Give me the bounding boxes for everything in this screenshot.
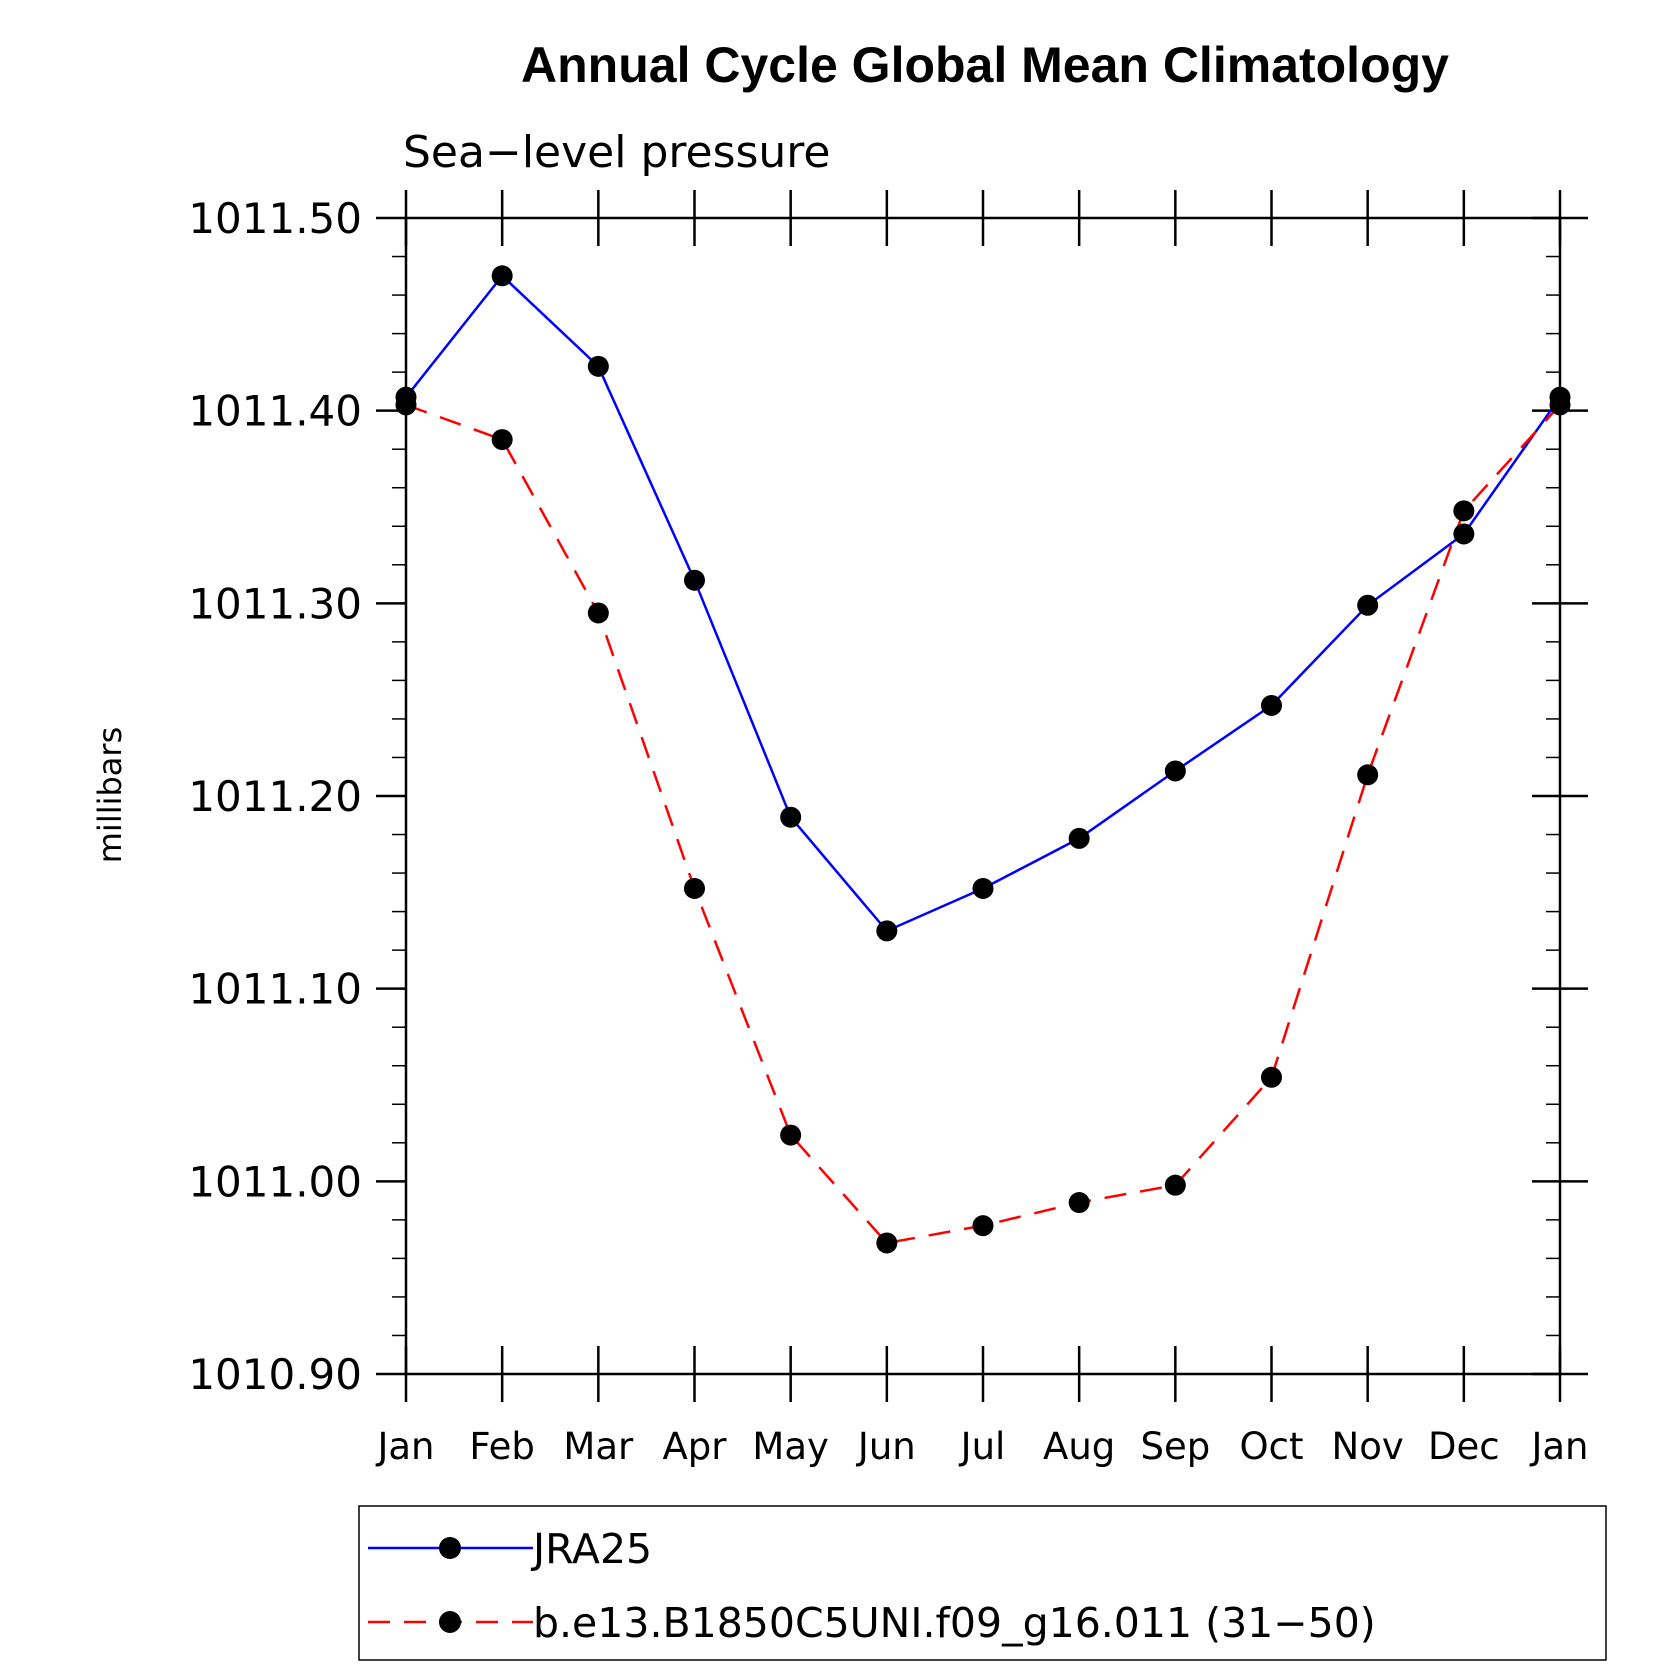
series-0-point xyxy=(972,877,994,899)
series-0-point xyxy=(780,806,802,828)
y-tick-label: 1011.50 xyxy=(188,194,362,243)
legend-label-jra25: JRA25 xyxy=(530,1525,652,1573)
series-layer xyxy=(395,265,1571,1254)
series-1-point xyxy=(684,877,705,899)
series-line-1 xyxy=(405,403,1561,1245)
series-1-point xyxy=(1068,1192,1090,1214)
y-tick-label: 1011.20 xyxy=(188,772,362,821)
series-1-point xyxy=(1164,1174,1186,1196)
x-tick-label: Jul xyxy=(959,1425,1006,1468)
series-1-point xyxy=(1549,394,1571,416)
series-1-point xyxy=(587,602,609,624)
series-0-point xyxy=(876,920,898,942)
x-tick-label: May xyxy=(752,1425,829,1468)
chart-subtitle: Sea−level pressure xyxy=(403,127,831,178)
axis-ticks xyxy=(376,190,1588,1402)
series-0-point xyxy=(1261,694,1282,716)
x-tick-labels: Jan Feb Mar Apr May Jun Jul Aug Sep Oct Nov Dec Jan xyxy=(375,1425,1588,1468)
chart-title: Annual Cycle Global Mean Climatology xyxy=(521,37,1449,93)
x-tick-label: Mar xyxy=(563,1425,634,1468)
series-1-point xyxy=(780,1124,802,1146)
legend: JRA25 b.e13.B1850C5UNI.f09_g16.011 (31−5… xyxy=(358,1505,1607,1661)
x-tick-label: Apr xyxy=(662,1425,727,1468)
x-tick-label: Nov xyxy=(1332,1425,1404,1468)
series-0-point xyxy=(1357,594,1379,616)
series-1-point xyxy=(972,1215,994,1237)
series-0-point xyxy=(587,355,609,377)
legend-marker-jra25 xyxy=(439,1537,461,1559)
x-tick-label: Sep xyxy=(1140,1425,1210,1468)
y-tick-labels: 1010.90 1011.00 1011.10 1011.20 1011.30 1011.… xyxy=(188,194,362,1399)
series-0-point xyxy=(1164,760,1186,782)
x-tick-label: Oct xyxy=(1240,1425,1304,1468)
series-0-point xyxy=(491,265,513,287)
x-tick-label: Dec xyxy=(1428,1425,1500,1468)
legend-label-model: b.e13.B1850C5UNI.f09_g16.011 (31−50) xyxy=(533,1599,1376,1647)
x-tick-label: Jan xyxy=(1529,1425,1588,1468)
series-line-0 xyxy=(405,273,1562,933)
series-1-point xyxy=(1453,500,1475,522)
x-tick-label: Jun xyxy=(856,1425,916,1468)
series-1-point xyxy=(491,429,513,451)
x-tick-label: Jan xyxy=(375,1425,434,1468)
plot-frame xyxy=(404,216,1562,1376)
y-tick-label: 1010.90 xyxy=(188,1350,362,1399)
legend-marker-model xyxy=(439,1611,461,1633)
series-1-point xyxy=(1261,1066,1282,1088)
y-tick-label: 1011.00 xyxy=(188,1157,362,1206)
y-tick-label: 1011.10 xyxy=(188,965,362,1014)
x-tick-label: Aug xyxy=(1043,1425,1115,1468)
y-axis-label: millibars xyxy=(91,727,129,863)
y-tick-label: 1011.40 xyxy=(188,387,362,436)
series-1-point xyxy=(395,394,417,416)
series-0-point xyxy=(1453,523,1475,545)
x-tick-label: Feb xyxy=(469,1425,535,1468)
series-0-point xyxy=(684,569,705,591)
series-1-point xyxy=(1357,764,1379,786)
series-1-point xyxy=(876,1232,898,1254)
series-0-point xyxy=(1068,827,1090,849)
y-tick-label: 1011.30 xyxy=(188,579,362,628)
legend-box xyxy=(358,1505,1607,1661)
